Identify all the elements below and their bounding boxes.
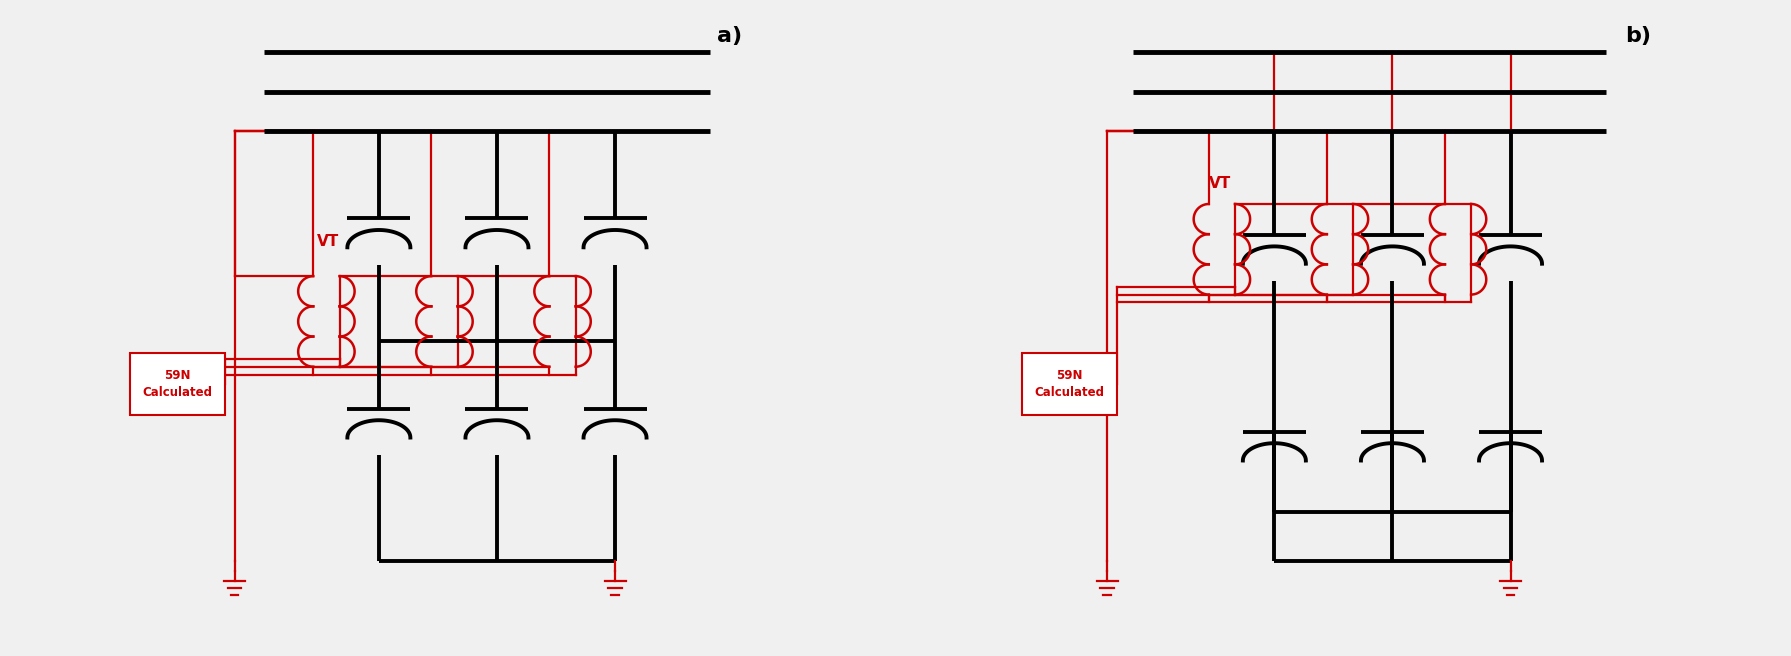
Bar bbox=[1023, 353, 1118, 415]
Text: 59N
Calculated: 59N Calculated bbox=[141, 369, 211, 399]
Text: VT: VT bbox=[317, 234, 338, 249]
Text: b): b) bbox=[1626, 26, 1651, 46]
Text: a): a) bbox=[716, 26, 743, 46]
Bar bbox=[129, 353, 224, 415]
Text: VT: VT bbox=[1209, 176, 1230, 191]
Text: 59N
Calculated: 59N Calculated bbox=[1035, 369, 1105, 399]
